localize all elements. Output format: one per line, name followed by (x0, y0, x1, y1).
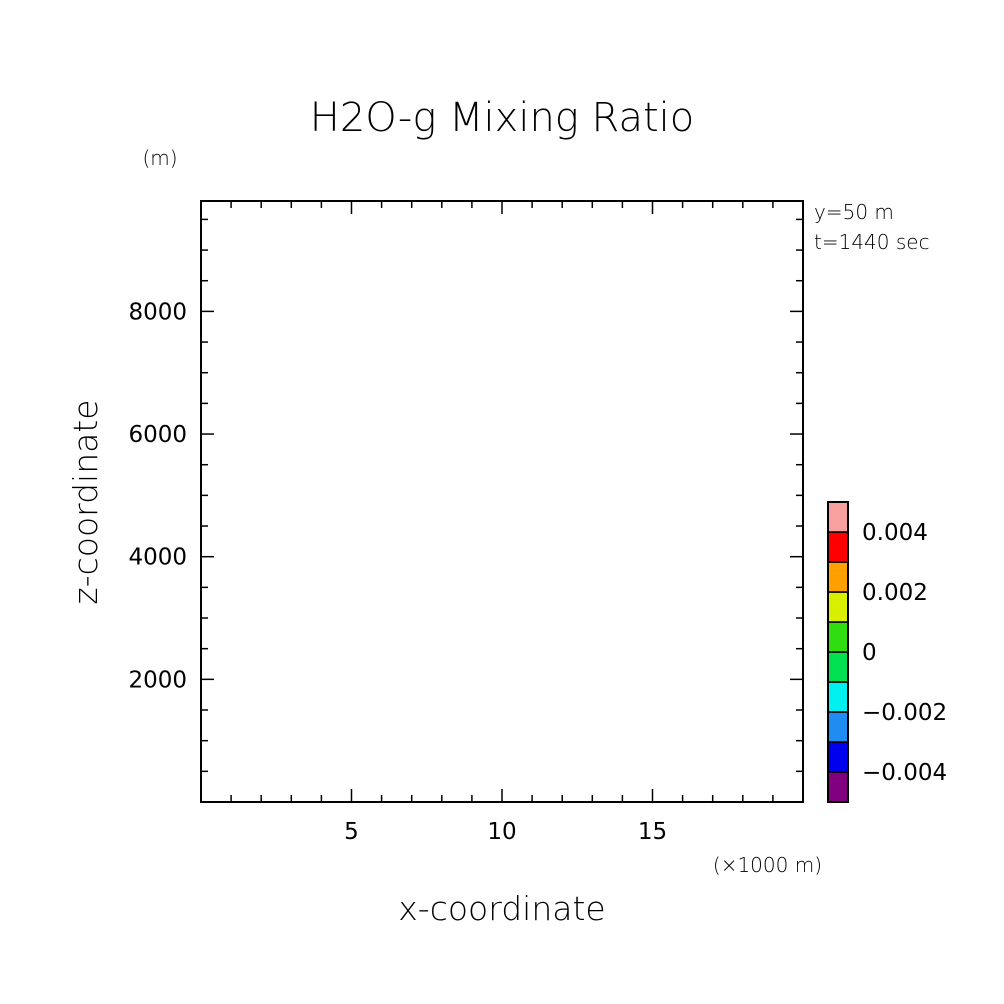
colorbar-bin (827, 681, 849, 713)
y-tick-label: 8000 (128, 299, 187, 325)
colorbar-tick-label: 0.004 (862, 520, 928, 546)
x-unit-label: (×1000 m) (713, 853, 822, 877)
y-axis-label: z-coordinate (66, 399, 105, 604)
colorbar-tick-label: −0.002 (862, 700, 947, 726)
colorbar-frame (827, 501, 849, 803)
plot-area (200, 200, 804, 803)
y-tick-label: 4000 (128, 545, 187, 571)
colorbar-bin (827, 531, 849, 563)
y-tick-label: 2000 (128, 667, 187, 693)
x-tick-label: 15 (638, 819, 667, 845)
colorbar-bin (827, 561, 849, 593)
colorbar-bin (827, 501, 849, 533)
annotation-y-position: y=50 m (814, 200, 894, 224)
colorbar-bin (827, 771, 849, 803)
x-tick-label: 10 (487, 819, 516, 845)
colorbar-bin (827, 741, 849, 773)
y-unit-label: (m) (142, 146, 177, 170)
colorbar: −0.004 −0.002 0 0.002 0.004 (827, 501, 947, 803)
annotation-time: t=1440 sec (814, 230, 930, 254)
x-axis-label: x-coordinate (398, 889, 605, 928)
colorbar-tick-label: 0 (862, 640, 877, 666)
colorbar-bin (827, 621, 849, 653)
x-tick-label: 5 (344, 819, 359, 845)
colorbar-tick-label: 0.002 (862, 580, 928, 606)
colorbar-bin (827, 591, 849, 623)
colorbar-bin (827, 651, 849, 683)
colorbar-tick-label: −0.004 (862, 760, 947, 786)
colorbar-bin (827, 711, 849, 743)
chart-title: H2O-g Mixing Ratio (310, 95, 694, 141)
axis-ticks: 5 10 15 2000 4000 6000 8000 (128, 201, 803, 845)
y-tick-label: 6000 (128, 422, 187, 448)
